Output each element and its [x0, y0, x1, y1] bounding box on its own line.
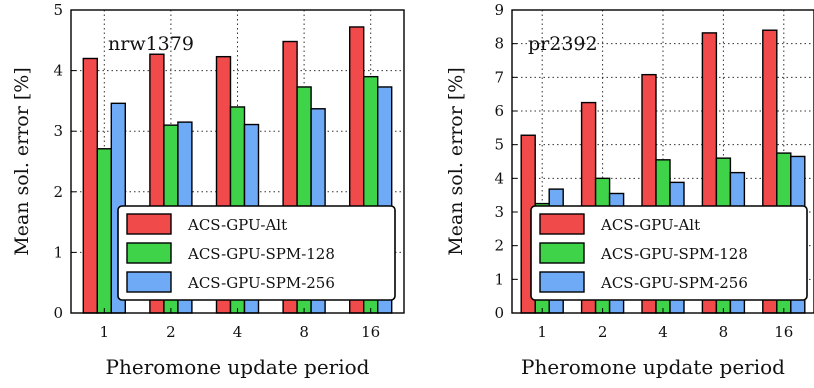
- y-tick-label: 9: [494, 1, 504, 19]
- y-tick-label: 3: [494, 203, 504, 221]
- panel-1: 0 1 2 3 4 5 1 2 4 8 16 Mean sol. error [%] Pheromone…: [11, 1, 405, 379]
- y-tick-label: 7: [494, 68, 504, 86]
- x-tick-label: 4: [658, 323, 668, 341]
- x-tick-label: 8: [299, 323, 309, 341]
- legend: ACS-GPU-Alt ACS-GPU-SPM-128 ACS-GPU-SPM-25…: [117, 205, 396, 301]
- x-tick-label: 2: [598, 323, 608, 341]
- y-tick-label: 0: [53, 304, 63, 322]
- y-tick-label: 6: [494, 102, 504, 120]
- legend-swatch: [126, 213, 172, 235]
- x-tick-label: 16: [361, 323, 380, 341]
- panel-label: nrw1379: [108, 33, 194, 55]
- panel-label: pr2392: [528, 33, 598, 55]
- legend-label: ACS-GPU-Alt: [600, 216, 700, 234]
- legend-swatch: [539, 213, 585, 235]
- y-tick-label: 3: [53, 122, 63, 140]
- y-tick-label: 5: [494, 136, 504, 154]
- x-tick-label: 1: [537, 323, 547, 341]
- y-tick-label: 4: [494, 169, 504, 187]
- legend-label: ACS-GPU-SPM-256: [600, 274, 748, 292]
- legend-swatch: [126, 271, 172, 293]
- panel-2: 0 1 2 3 4 5 6 7 8 9 1 2 4 8 16 Mean sol. error [%] Phero…: [445, 1, 814, 379]
- x-tick-label: 1: [100, 323, 110, 341]
- legend-label: ACS-GPU-SPM-128: [187, 245, 335, 263]
- y-tick-label: 4: [53, 62, 63, 80]
- y-tick-label: 1: [494, 270, 504, 288]
- y-axis-title: Mean sol. error [%]: [11, 67, 33, 256]
- x-tick-label: 2: [166, 323, 176, 341]
- legend-swatch: [539, 271, 585, 293]
- y-tick-label: 2: [494, 237, 504, 255]
- x-tick-label: 16: [774, 323, 793, 341]
- legend-box: [117, 205, 396, 301]
- legend-label: ACS-GPU-SPM-256: [187, 274, 335, 292]
- legend-label: ACS-GPU-Alt: [187, 216, 287, 234]
- y-tick-label: 8: [494, 35, 504, 53]
- legend-label: ACS-GPU-SPM-128: [600, 245, 748, 263]
- x-axis-title: Pheromone update period: [106, 355, 370, 379]
- y-tick-label: 1: [53, 243, 63, 261]
- bar-acs-gpu-spm-128-1: [96, 148, 113, 314]
- y-axis-title: Mean sol. error [%]: [445, 67, 467, 256]
- y-tick-label: 0: [494, 304, 504, 322]
- y-tick-label: 5: [53, 1, 63, 19]
- x-tick-label: 8: [719, 323, 729, 341]
- legend-box: [530, 205, 808, 301]
- legend-swatch: [126, 242, 172, 264]
- bar-acs-gpu-alt-1: [82, 57, 99, 314]
- x-tick-label: 4: [233, 323, 243, 341]
- x-axis-title: Pheromone update period: [521, 355, 785, 379]
- legend: ACS-GPU-Alt ACS-GPU-SPM-128 ACS-GPU-SPM-25…: [530, 205, 808, 301]
- legend-swatch: [539, 242, 585, 264]
- y-tick-label: 2: [53, 183, 63, 201]
